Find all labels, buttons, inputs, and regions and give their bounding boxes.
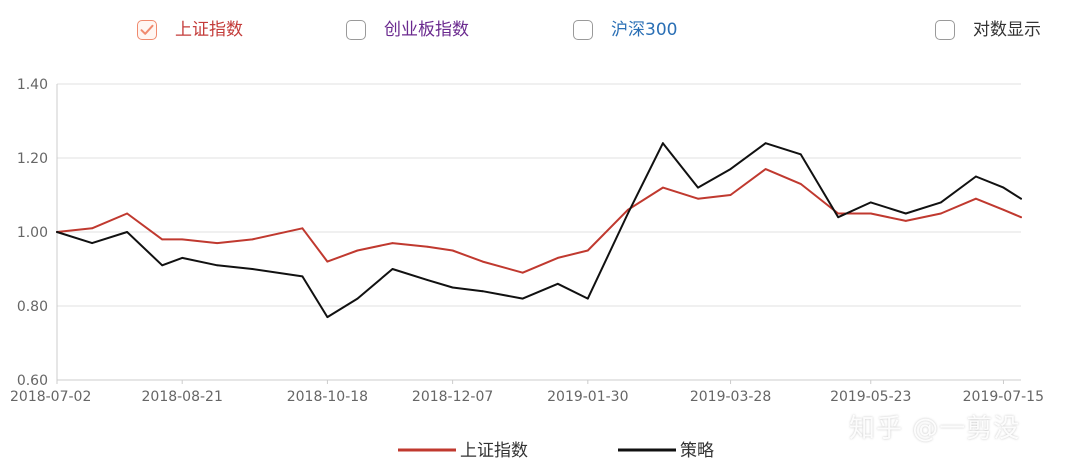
- toggle-label-sse: 上证指数: [175, 20, 243, 40]
- data-point: [181, 257, 184, 259]
- checkbox-unchecked-icon[interactable]: [935, 20, 955, 40]
- data-point: [481, 290, 484, 293]
- data-point: [391, 242, 394, 245]
- data-point: [764, 168, 767, 171]
- data-point: [729, 194, 732, 196]
- y-tick-label: 1.40: [17, 77, 48, 93]
- data-point: [697, 197, 699, 200]
- y-tick-label: 1.20: [17, 151, 48, 167]
- data-point: [356, 297, 359, 300]
- data-point: [975, 175, 977, 178]
- checkbox-unchecked-icon[interactable]: [346, 20, 366, 40]
- data-point: [940, 212, 942, 215]
- toggle-label-csi300: 沪深300: [611, 20, 678, 40]
- data-point: [556, 282, 559, 285]
- watermark: 知乎 @一剪没: [849, 414, 1021, 444]
- data-point: [904, 220, 907, 222]
- toggle-sse-index[interactable]: 上证指数: [137, 17, 243, 43]
- data-point: [940, 201, 942, 204]
- toggle-log-scale[interactable]: 对数显示: [935, 17, 1041, 43]
- data-point: [586, 249, 589, 252]
- data-point: [216, 264, 219, 267]
- data-point: [426, 279, 429, 281]
- data-point: [56, 231, 58, 233]
- data-point: [451, 286, 454, 289]
- x-tick-label: 2019-05-23: [830, 389, 911, 405]
- y-tick-label: 0.60: [17, 373, 48, 389]
- checkbox-unchecked-icon[interactable]: [573, 20, 593, 40]
- y-tick-label: 1.00: [17, 225, 48, 241]
- data-point: [697, 186, 699, 189]
- x-tick-label: 2018-10-18: [287, 389, 368, 405]
- data-point: [216, 242, 219, 245]
- data-point: [91, 242, 93, 245]
- data-point: [1020, 216, 1022, 219]
- data-point: [586, 297, 589, 300]
- y-tick-label: 0.80: [17, 299, 48, 315]
- series-line-sse-index: [56, 168, 1022, 274]
- series-line-strategy: [56, 142, 1022, 319]
- data-point: [301, 275, 304, 278]
- data-point: [161, 238, 164, 241]
- data-point: [837, 212, 840, 215]
- data-point: [251, 238, 254, 241]
- data-point: [521, 271, 524, 274]
- data-point: [799, 153, 802, 156]
- data-point: [662, 142, 664, 145]
- data-point: [91, 227, 93, 230]
- data-point: [904, 212, 907, 215]
- x-tick-label: 2019-01-30: [547, 389, 628, 405]
- x-tick-label: 2018-07-02: [10, 389, 91, 405]
- data-point: [556, 257, 559, 259]
- data-point: [1020, 197, 1022, 200]
- data-point: [251, 268, 254, 270]
- data-point: [326, 260, 329, 263]
- data-point: [1002, 208, 1005, 211]
- data-point: [126, 212, 128, 215]
- data-point: [301, 227, 304, 230]
- data-point: [426, 245, 429, 248]
- data-point: [662, 186, 664, 189]
- data-point: [126, 231, 128, 233]
- data-point: [326, 316, 329, 318]
- data-point: [481, 260, 484, 263]
- data-point: [869, 201, 872, 204]
- toggle-label-log-scale: 对数显示: [973, 20, 1041, 40]
- legend-label: 上证指数: [460, 441, 528, 461]
- data-point: [764, 142, 767, 145]
- data-point: [869, 212, 872, 215]
- data-point: [837, 216, 840, 219]
- toggle-chinext-index[interactable]: 创业板指数: [346, 17, 469, 43]
- checkbox-checked-icon[interactable]: [137, 20, 157, 40]
- x-tick-label: 2019-07-15: [963, 389, 1044, 405]
- x-tick-label: 2019-03-28: [690, 389, 771, 405]
- data-point: [729, 168, 732, 171]
- toggle-csi300[interactable]: 沪深300: [573, 17, 677, 43]
- data-point: [161, 264, 164, 267]
- data-point: [356, 249, 359, 252]
- data-point: [451, 249, 454, 252]
- data-point: [1002, 186, 1005, 189]
- toggle-label-chinext: 创业板指数: [384, 20, 469, 40]
- data-point: [799, 183, 802, 185]
- x-tick-label: 2018-08-21: [142, 389, 223, 405]
- data-point: [181, 238, 184, 241]
- data-point: [627, 212, 629, 215]
- data-point: [391, 268, 394, 270]
- legend-label: 策略: [680, 441, 714, 461]
- data-point: [521, 297, 524, 300]
- data-point: [627, 208, 629, 211]
- data-point: [975, 197, 977, 200]
- x-tick-label: 2018-12-07: [412, 389, 493, 405]
